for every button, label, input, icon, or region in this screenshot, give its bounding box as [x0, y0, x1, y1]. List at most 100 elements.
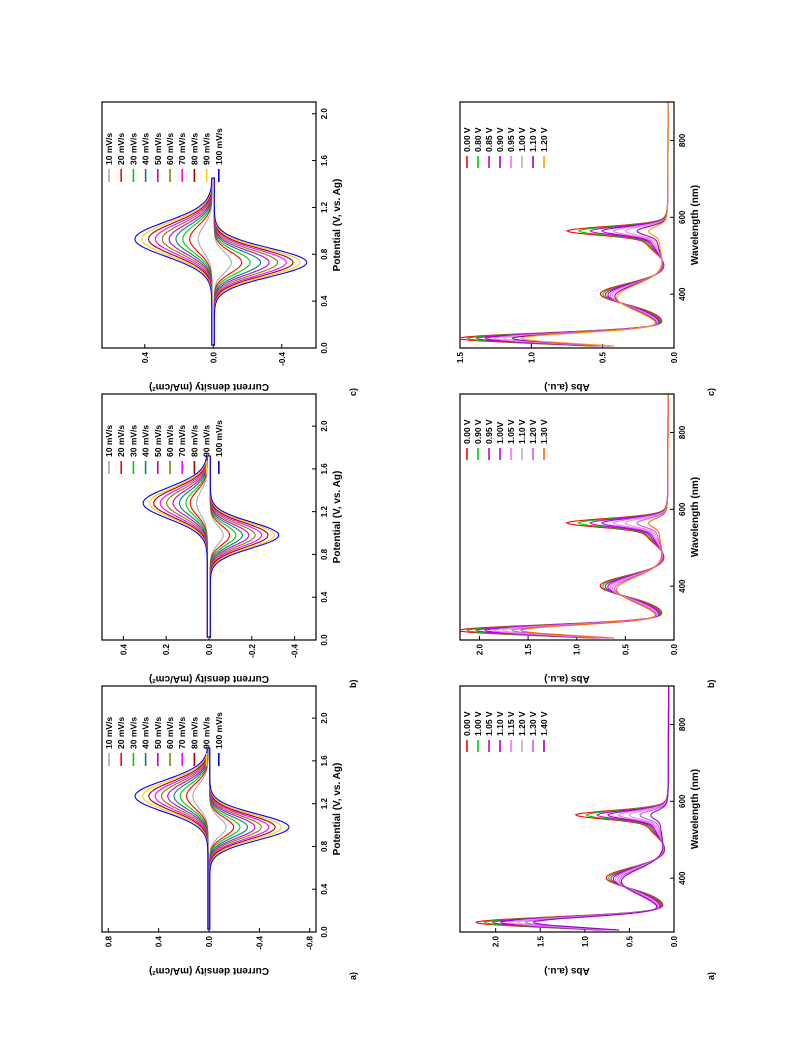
legend-label: 1.05 V [506, 419, 516, 444]
legend-label: 1.00 V [517, 127, 527, 152]
x-tick-label: 600 [678, 210, 687, 224]
cv-curve [189, 177, 243, 346]
x-tick-label: 1.2 [320, 201, 329, 213]
y-tick-label: -0.4 [255, 935, 264, 949]
x-tick-label: 0.4 [320, 591, 329, 603]
legend-label: 0.00 V [462, 127, 472, 152]
legend-label: 50 mV/s [153, 425, 163, 457]
legend-label: 80 mV/s [189, 425, 199, 457]
legend-label: 1.20 V [539, 127, 549, 152]
legend-label: 70 mV/s [177, 133, 187, 165]
x-tick-label: 1.2 [320, 506, 329, 518]
panel-label: a) [706, 972, 716, 980]
x-axis-label: Wavelength (nm) [690, 769, 701, 849]
uv-panel-a: 400 600 800 2.0 1.5 1.0 0.5 0.0 Wavelength (nm) A… [452, 678, 720, 984]
chart-svg: 0.0 0.4 0.8 1.2 1.6 2.0 0.8 0.4 0.0 -0.4 -0.8 Poten… [101, 685, 358, 980]
legend-label: 0.95 V [506, 127, 516, 152]
chart-svg: 400 600 800 2.0 1.5 1.0 0.5 0.0 Wavelength (nm) A… [459, 393, 716, 689]
legend-label: 0.95 V [484, 419, 494, 444]
y-tick-label: 0.5 [621, 643, 630, 655]
legend-label: 100 mV/s [214, 420, 224, 457]
legend-label: 100 mV/s [214, 712, 224, 749]
legend-label: 1.10 V [528, 127, 538, 152]
uv-panel-b: 400 600 800 2.0 1.5 1.0 0.5 0.0 Wavelength (nm) A… [452, 386, 720, 692]
legend-label: 70 mV/s [177, 425, 187, 457]
y-tick-label: 0.5 [599, 351, 608, 363]
legend-label: 20 mV/s [116, 133, 126, 165]
x-tick-label: 0.8 [320, 840, 329, 852]
legend-label: 0.90 V [495, 127, 505, 152]
x-tick-label: 0.0 [320, 342, 329, 354]
spectrum-curve [532, 686, 670, 931]
y-axis-label: Current density (mA/cm²) [149, 673, 269, 684]
spectrum-curve [520, 102, 669, 347]
x-tick-label: 0.8 [320, 248, 329, 260]
panel-label: a) [348, 972, 358, 980]
cv-curve [134, 177, 308, 346]
legend-label: 0.00 V [462, 419, 472, 444]
x-tick-label: 2.0 [320, 712, 329, 724]
x-tick-label: 0.4 [320, 883, 329, 895]
plot-frame [101, 101, 317, 349]
cv-curve [134, 747, 290, 930]
x-tick-label: 800 [678, 425, 687, 439]
y-tick-label: 1.5 [524, 643, 533, 655]
x-tick-label: 400 [678, 871, 687, 885]
y-tick-label: -0.8 [306, 935, 315, 949]
x-tick-label: 600 [678, 502, 687, 516]
legend-label: 90 mV/s [202, 425, 212, 457]
legend-label: 80 mV/s [189, 717, 199, 749]
y-tick-label: 1.0 [527, 351, 536, 363]
legend-label: 60 mV/s [165, 717, 175, 749]
x-tick-label: 600 [678, 794, 687, 808]
y-axis-label: Current density (mA/cm²) [149, 965, 269, 976]
y-axis-label: Current density (mA/cm²) [149, 381, 269, 392]
cv-curve [154, 177, 287, 346]
legend-label: 1.20 V [528, 419, 538, 444]
y-tick-label: 0.0 [209, 351, 218, 363]
panel-label: b) [348, 680, 358, 689]
x-axis-label: Wavelength (nm) [690, 185, 701, 265]
x-tick-label: 800 [678, 133, 687, 147]
x-tick-label: 0.8 [320, 548, 329, 560]
legend-label: 0.00 V [462, 711, 472, 736]
y-tick-label: 0.4 [155, 935, 164, 947]
x-axis-label: Wavelength (nm) [690, 477, 701, 557]
y-tick-label: -0.4 [278, 351, 287, 365]
legend-label: 1.00V [495, 421, 505, 444]
plot-frame [459, 101, 675, 349]
x-tick-label: 1.2 [320, 798, 329, 810]
x-tick-label: 2.0 [320, 108, 329, 120]
y-tick-label: 1.0 [581, 935, 590, 947]
cv-panel-b: 0.0 0.4 0.8 1.2 1.6 2.0 0.4 0.2 0.0 -0.2 -0.4 Poten… [94, 386, 362, 692]
legend-label: 30 mV/s [128, 425, 138, 457]
series-group [460, 102, 669, 347]
x-tick-label: 800 [678, 717, 687, 731]
legend-label: 0.85 V [484, 127, 494, 152]
x-axis-label: Potential (V, vs. Ag) [332, 179, 343, 272]
legend-label: 1.00 V [473, 711, 483, 736]
legend-label: 1.30 V [528, 711, 538, 736]
legend-label: 20 mV/s [116, 425, 126, 457]
legend-label: 1.10 V [517, 419, 527, 444]
legend-label: 10 mV/s [104, 133, 114, 165]
y-tick-label: -0.4 [291, 643, 300, 657]
x-axis-label: Potential (V, vs. Ag) [332, 763, 343, 856]
cv-curve [141, 177, 301, 346]
cv-panel-c: 0.0 0.4 0.8 1.2 1.6 2.0 0.4 0.0 -0.4 Potential (V… [94, 94, 362, 400]
plot-frame [459, 393, 675, 641]
legend-label: 20 mV/s [116, 717, 126, 749]
legend-label: 50 mV/s [153, 717, 163, 749]
legend-label: 60 mV/s [165, 425, 175, 457]
series-group [134, 177, 308, 346]
legend-label: 30 mV/s [128, 717, 138, 749]
cv-curve [142, 455, 280, 638]
series-group [474, 686, 670, 931]
spectrum-curve [519, 394, 669, 639]
y-tick-label: 1.5 [456, 351, 465, 363]
y-tick-label: 2.0 [475, 643, 484, 655]
series-group [134, 747, 290, 930]
chart-svg: 0.0 0.4 0.8 1.2 1.6 2.0 0.4 0.0 -0.4 Potential (V… [101, 101, 358, 396]
panel-label: b) [706, 680, 716, 689]
uv-panel-c: 400 600 800 1.5 1.0 0.5 0.0 Wavelength (nm) Abs … [452, 94, 720, 400]
